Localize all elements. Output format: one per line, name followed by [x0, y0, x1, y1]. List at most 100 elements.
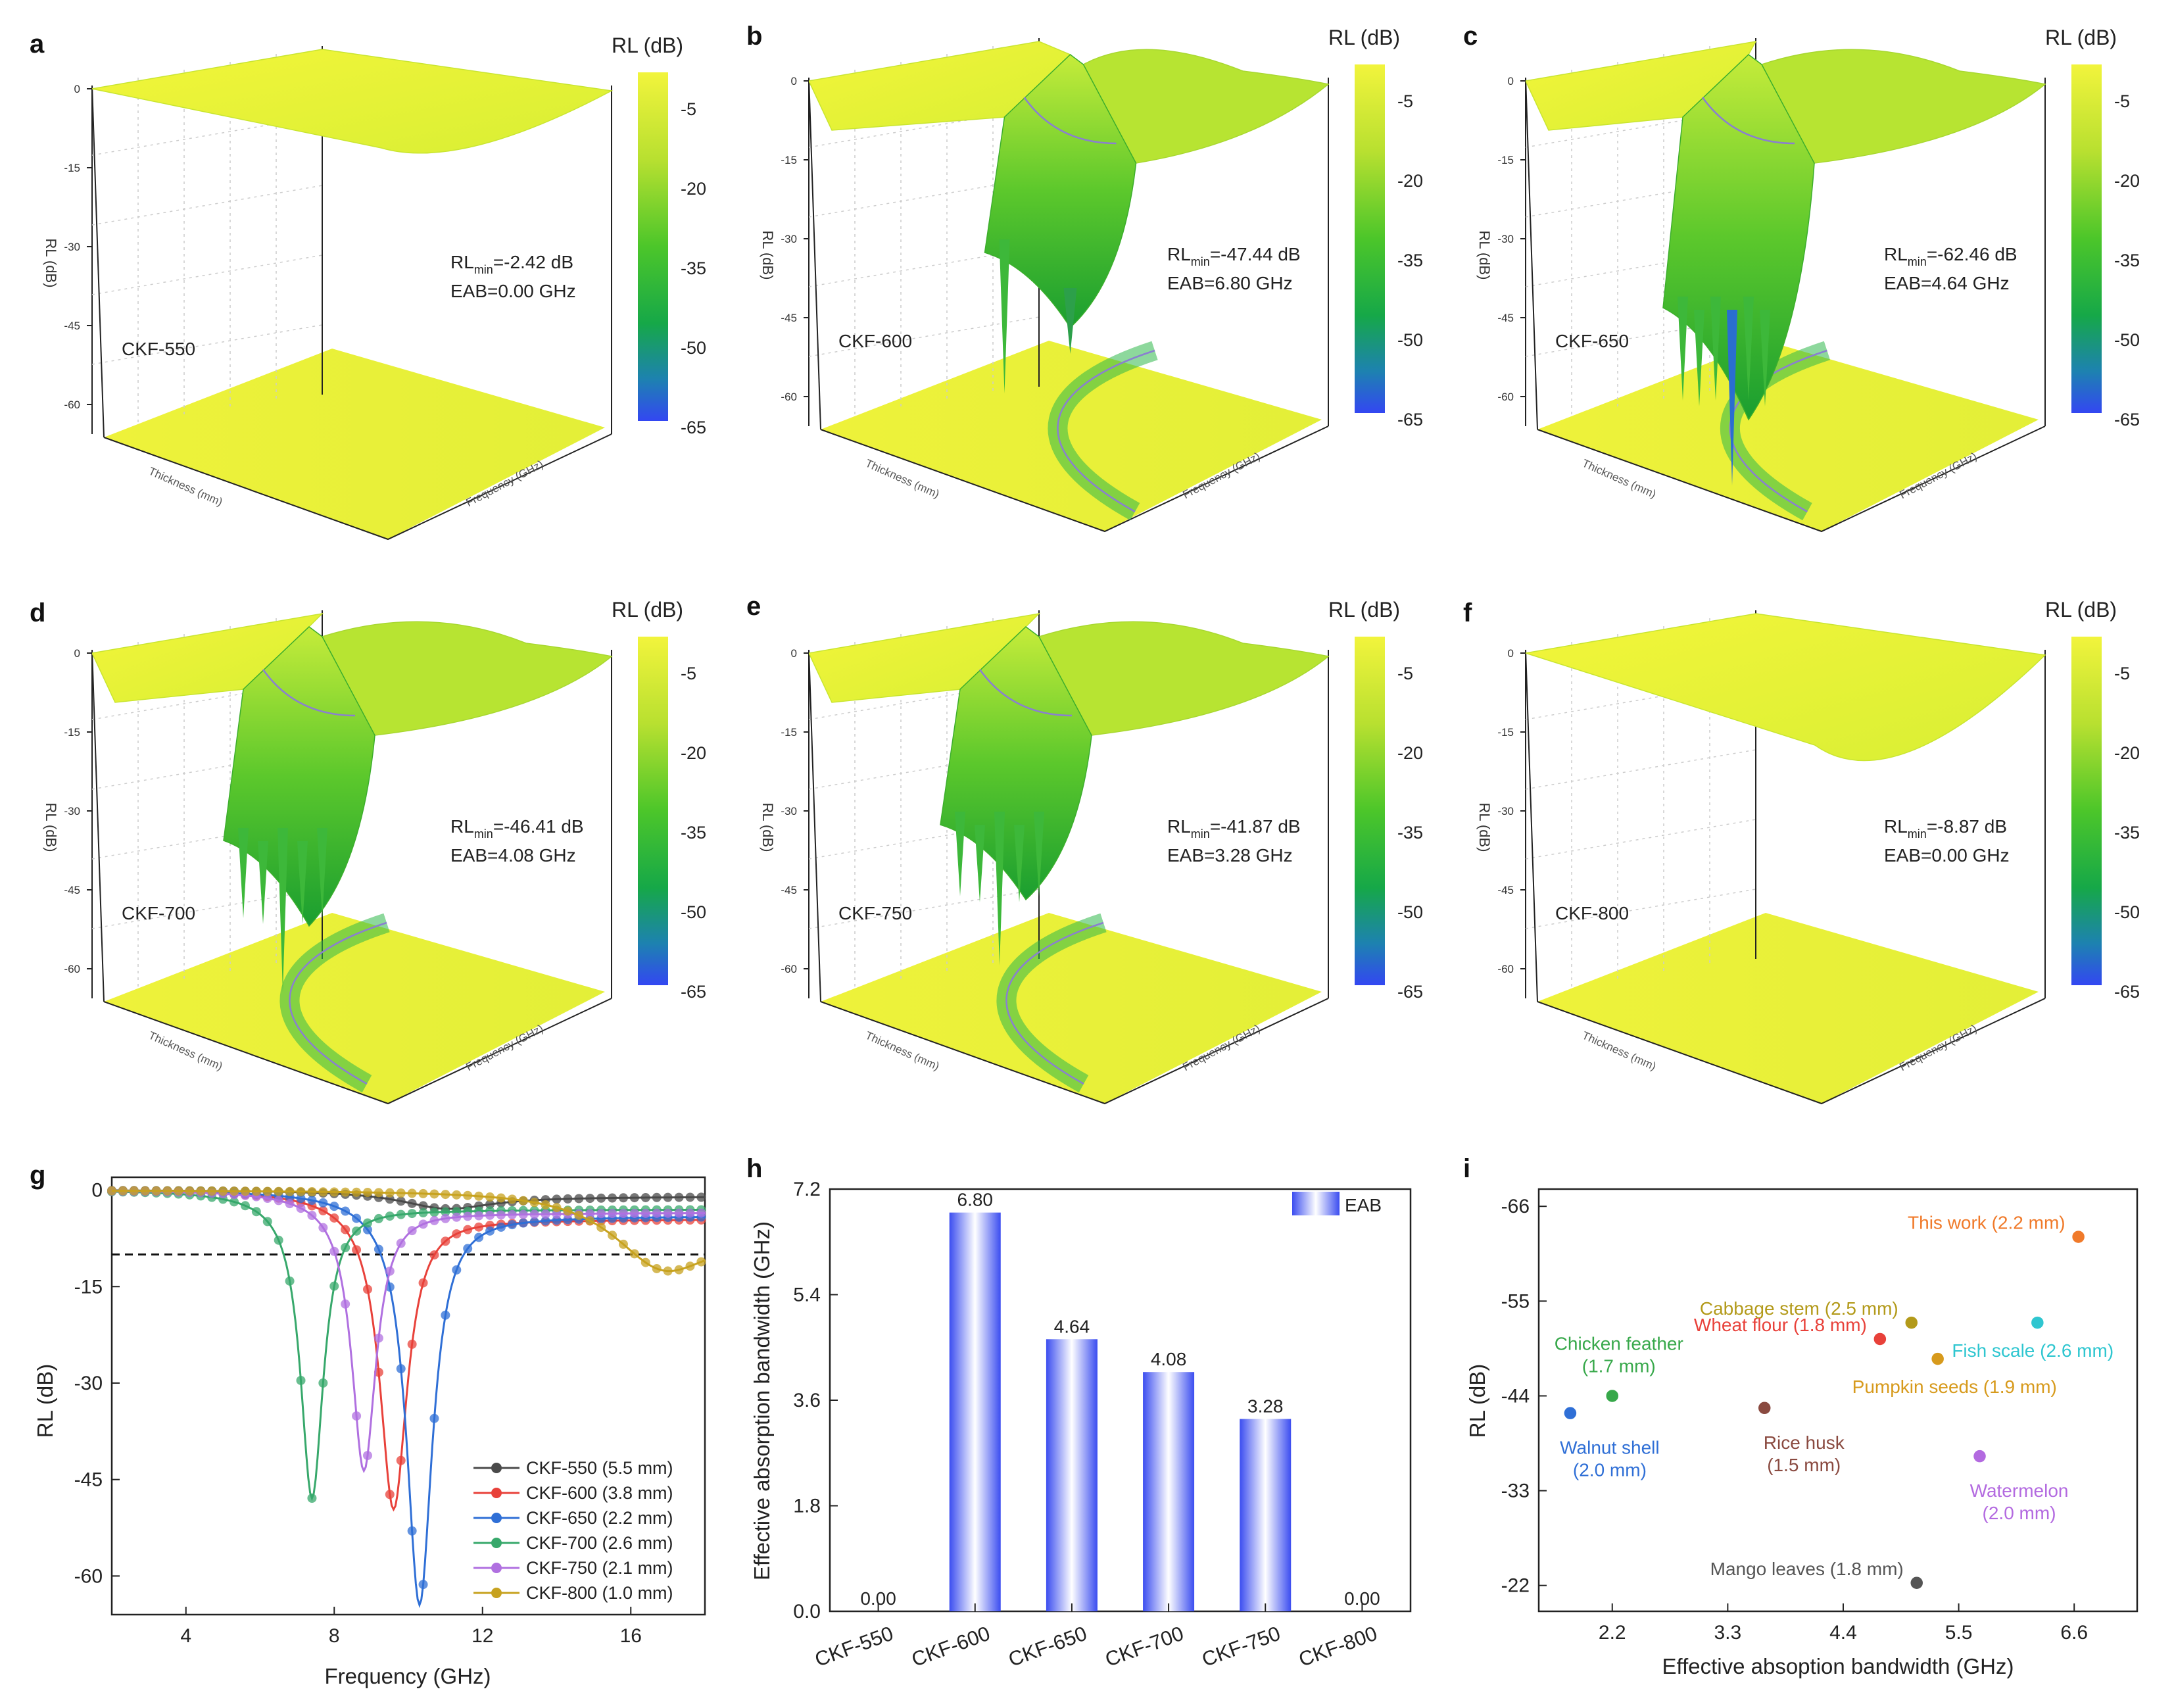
eab-annotation: EAB=6.80 GHz	[1167, 273, 1293, 293]
legend-marker	[491, 1588, 502, 1598]
x-axis-label: Effective absoption bandwidth (GHz)	[1662, 1654, 2014, 1678]
series-marker	[652, 1263, 662, 1273]
series-marker	[385, 1211, 395, 1221]
panel-letter-e: e	[746, 592, 761, 621]
colorbar-tick-label: -5	[2114, 91, 2130, 111]
series-marker	[218, 1186, 228, 1196]
series-marker	[674, 1192, 684, 1202]
rl-spike	[317, 828, 327, 918]
series-marker	[296, 1194, 306, 1204]
legend-marker	[491, 1488, 502, 1498]
z-axis	[91, 85, 105, 438]
series-marker	[374, 1188, 383, 1198]
series-marker	[629, 1193, 639, 1203]
series-marker	[341, 1225, 350, 1234]
series-marker	[162, 1186, 172, 1196]
z-axis-label: RL (dB)	[1476, 803, 1493, 852]
z-tick-label: -45	[781, 312, 797, 324]
series-marker	[663, 1208, 673, 1218]
legend-marker	[491, 1563, 502, 1573]
colorbar-tick-label: -35	[681, 258, 706, 278]
panel-letter-b: b	[746, 22, 762, 51]
point-label: Cabbage stem (2.5 mm)	[1700, 1298, 1898, 1319]
series-marker	[629, 1208, 639, 1218]
y-tick-label: 5.4	[793, 1284, 821, 1306]
scatter-point	[1563, 1405, 1578, 1421]
x-tick-label: CKF-700	[1102, 1622, 1187, 1671]
x-tick-label: 8	[329, 1625, 340, 1647]
contour-floor	[821, 913, 1322, 1104]
series-marker	[685, 1208, 695, 1218]
series-marker	[240, 1201, 250, 1211]
series-marker	[463, 1211, 473, 1221]
series-marker	[418, 1278, 428, 1288]
legend-swatch	[1292, 1192, 1340, 1215]
bar-value-label: 4.08	[1151, 1349, 1187, 1369]
series-marker	[318, 1187, 328, 1197]
series-marker	[296, 1375, 306, 1385]
series-marker	[107, 1186, 116, 1196]
x-tick-label: 4	[180, 1625, 191, 1647]
series-marker	[307, 1196, 317, 1206]
series-marker	[452, 1229, 462, 1239]
series-marker	[640, 1192, 650, 1202]
panel-letter-c: c	[1463, 22, 1478, 51]
series-marker	[341, 1299, 350, 1309]
colorbar-tick-label: -50	[2114, 902, 2140, 922]
series-marker	[618, 1239, 628, 1249]
series-marker	[429, 1250, 439, 1260]
series-marker	[341, 1242, 350, 1252]
series-marker	[274, 1196, 283, 1206]
colorbar-tick-label: -20	[681, 179, 706, 199]
series-marker	[341, 1206, 350, 1216]
legend-label: CKF-650 (2.2 mm)	[526, 1508, 673, 1528]
z-tick-label: -45	[1497, 884, 1514, 896]
scatter-point	[1909, 1576, 1924, 1590]
scatter-point	[1930, 1352, 1945, 1366]
series-marker	[396, 1364, 406, 1374]
box-edge	[1537, 426, 2046, 533]
bar-ckf-750	[1240, 1419, 1292, 1611]
z-tick-label: 0	[74, 647, 80, 660]
series-marker	[385, 1194, 395, 1204]
y-tick-label: -45	[74, 1469, 103, 1491]
z-axis-label: RL (dB)	[760, 231, 776, 280]
series-marker	[396, 1209, 406, 1219]
box-edge	[103, 433, 612, 541]
z-axis-label: RL (dB)	[43, 803, 59, 852]
scatter-point	[1972, 1449, 1987, 1463]
rl-surface-right	[1082, 49, 1330, 164]
series-marker	[552, 1203, 562, 1213]
series-marker	[151, 1186, 161, 1196]
y-tick-label: 0	[91, 1180, 103, 1202]
rl-min-annotation: RLmin=-2.42 dB	[450, 252, 573, 276]
series-marker	[452, 1212, 462, 1222]
z-tick-label: -60	[781, 963, 797, 975]
rl-spike	[258, 841, 268, 924]
rl-min-annotation: RLmin=-47.44 dB	[1167, 244, 1301, 268]
series-marker	[485, 1210, 495, 1220]
rl-spike	[1727, 310, 1737, 485]
eab-annotation: EAB=0.00 GHz	[450, 281, 576, 301]
colorbar-tick-label: -65	[681, 982, 706, 1002]
x-axis-label: Frequency (GHz)	[324, 1664, 491, 1688]
grid-line	[91, 255, 323, 295]
colorbar-tick-label: -5	[681, 99, 696, 119]
series-marker	[618, 1209, 628, 1219]
series-marker	[407, 1198, 417, 1208]
z-tick-label: -60	[1497, 963, 1514, 975]
series-marker	[452, 1190, 462, 1200]
z-tick-label: -45	[781, 884, 797, 896]
series-marker	[329, 1213, 339, 1223]
z-axis	[808, 77, 821, 430]
series-marker	[318, 1206, 328, 1215]
panel-letter-a: a	[30, 30, 45, 59]
floor-contour-line	[289, 921, 387, 1085]
point-label: Rice husk (1.5 mm)	[1764, 1432, 1845, 1475]
series-marker	[174, 1186, 183, 1196]
series-marker	[296, 1204, 306, 1213]
colorbar-tick-label: -20	[2114, 743, 2140, 763]
rl-spike	[1014, 825, 1025, 902]
